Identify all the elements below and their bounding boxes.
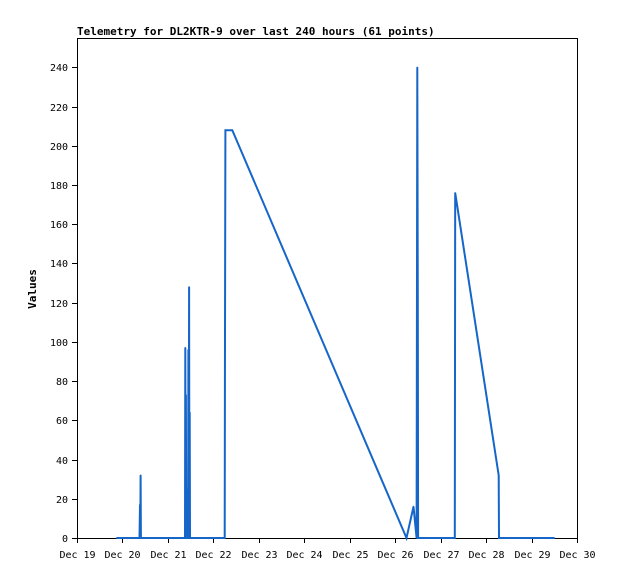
data-point — [140, 537, 142, 539]
data-point — [415, 537, 418, 539]
data-point — [189, 537, 191, 539]
x-tick-label: Dec 21 — [150, 550, 186, 561]
data-point — [454, 537, 456, 539]
plot-area — [116, 66, 556, 542]
data-point — [497, 474, 500, 477]
y-tick-label: 240 — [50, 63, 68, 74]
data-point — [416, 66, 419, 69]
data-point — [188, 411, 191, 414]
data-point — [405, 537, 408, 539]
data-point — [185, 488, 188, 490]
y-tick-label: 120 — [50, 299, 68, 310]
x-tick-label: Dec 24 — [286, 550, 322, 561]
x-tick-label: Dec 30 — [559, 550, 595, 561]
x-tick-label: Dec 19 — [59, 550, 95, 561]
y-tick-label: 160 — [50, 220, 68, 231]
x-tick-label: Dec 28 — [468, 550, 504, 561]
data-point — [224, 333, 226, 335]
data-point — [417, 537, 419, 539]
plot-frame — [77, 38, 578, 539]
data-point — [231, 129, 234, 131]
x-tick-label: Dec 26 — [377, 550, 413, 561]
y-tick-label: 0 — [62, 534, 68, 545]
y-tick-label: 140 — [50, 259, 68, 270]
data-point — [412, 505, 415, 508]
y-tick-label: 220 — [50, 103, 68, 114]
y-tick-label: 200 — [50, 142, 68, 153]
data-point — [417, 301, 419, 304]
x-tick-label: Dec 29 — [514, 550, 550, 561]
data-point — [188, 286, 190, 288]
data-point — [553, 537, 556, 539]
x-tick-label: Dec 22 — [195, 550, 231, 561]
data-point — [224, 129, 227, 131]
y-tick-label: 180 — [50, 181, 68, 192]
data-point — [116, 537, 118, 539]
y-tick-label: 40 — [56, 456, 68, 467]
data-point — [184, 347, 187, 349]
y-tick-label: 100 — [50, 338, 68, 349]
data-point — [139, 474, 142, 477]
y-axis-label: Values — [26, 269, 39, 309]
y-tick-label: 80 — [56, 377, 68, 388]
x-tick-label: Dec 20 — [104, 550, 140, 561]
data-point — [498, 537, 500, 539]
y-tick-label: 60 — [56, 416, 68, 427]
data-point — [223, 537, 226, 539]
x-tick-label: Dec 25 — [332, 550, 368, 561]
y-axis: 0 20 40 60 80 100 120 140 160 180 200 220 240 — [50, 63, 77, 545]
data-point — [186, 537, 188, 539]
data-point — [139, 503, 141, 506]
data-point — [185, 394, 187, 396]
chart-title: Telemetry for DL2KTR-9 over last 240 hou… — [77, 25, 435, 38]
data-point — [454, 192, 457, 194]
data-point — [187, 349, 190, 351]
x-tick-label: Dec 27 — [423, 550, 459, 561]
x-tick-label: Dec 23 — [241, 550, 277, 561]
y-tick-label: 20 — [56, 495, 68, 506]
